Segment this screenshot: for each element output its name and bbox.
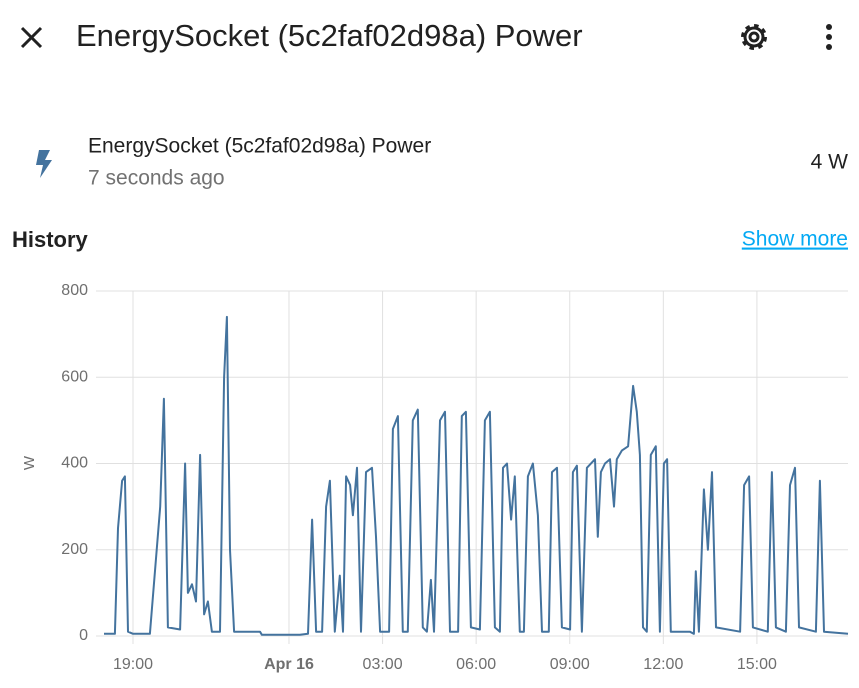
entity-time: 7 seconds ago — [88, 167, 225, 190]
y-tick-label: 200 — [61, 541, 88, 558]
x-tick-label: 03:00 — [363, 656, 403, 673]
y-tick-label: 800 — [61, 282, 88, 299]
y-tick-label: 400 — [61, 455, 88, 472]
x-tick-label: 06:00 — [456, 656, 496, 673]
x-tick-label: Apr 16 — [264, 656, 314, 673]
more-button[interactable] — [826, 24, 832, 50]
entity-name: EnergySocket (5c2faf02d98a) Power — [88, 135, 431, 158]
x-tick-label: 09:00 — [550, 656, 590, 673]
y-tick-label: 0 — [79, 627, 88, 644]
history-title: History — [12, 227, 89, 252]
flash-icon — [36, 150, 52, 178]
y-tick-label: 600 — [61, 368, 88, 385]
entity-state: 4 W — [811, 151, 849, 174]
show-more-link[interactable]: Show more — [742, 228, 848, 251]
settings-button[interactable] — [741, 24, 767, 50]
x-tick-label: 12:00 — [643, 656, 683, 673]
line-series — [104, 315, 849, 636]
x-tick-label: 15:00 — [737, 656, 777, 673]
y-axis-label: W — [21, 455, 38, 470]
x-tick-label: 19:00 — [113, 656, 153, 673]
close-button[interactable] — [20, 26, 43, 49]
dialog-title: EnergySocket (5c2faf02d98a) Power — [76, 18, 583, 53]
chart: 0 200 400 600 800 19:00 Apr 16 03:00 06:00 09:00 1… — [61, 282, 849, 673]
